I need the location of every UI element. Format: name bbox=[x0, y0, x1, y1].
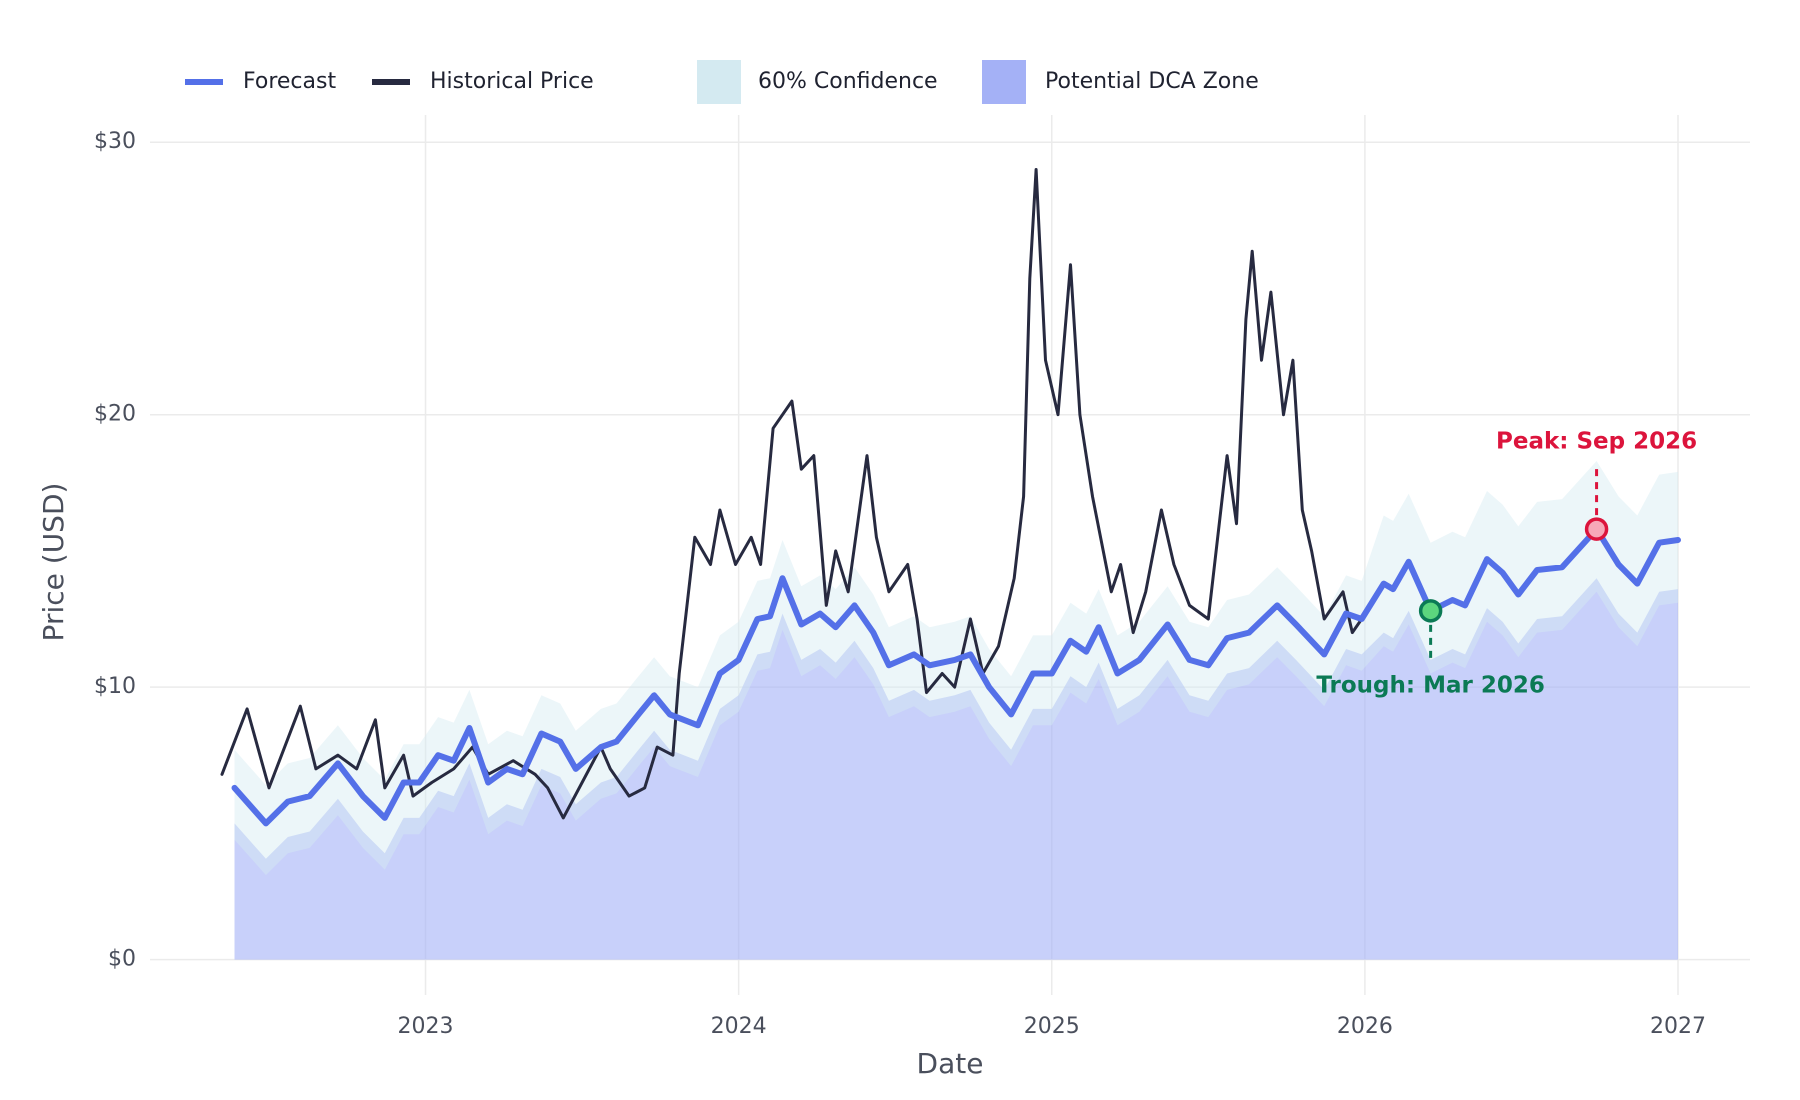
x-tick-label: 2026 bbox=[1337, 1014, 1393, 1039]
legend-label: Potential DCA Zone bbox=[1045, 69, 1259, 94]
axes: $0 $10 $20 $30 2023 2024 2025 2026 2027 bbox=[94, 129, 1706, 1039]
y-tick-label: $30 bbox=[94, 129, 136, 154]
dca-zone bbox=[234, 578, 1678, 960]
legend-label: 60% Confidence bbox=[758, 69, 938, 94]
areas bbox=[234, 461, 1678, 960]
y-axis-label: Price (USD) bbox=[37, 483, 70, 642]
y-tick-label: $10 bbox=[94, 674, 136, 699]
x-tick-label: 2023 bbox=[398, 1014, 454, 1039]
legend-label: Forecast bbox=[243, 69, 336, 94]
y-tick-label: $0 bbox=[108, 947, 136, 972]
x-axis-label: Date bbox=[917, 1047, 984, 1080]
x-tick-label: 2027 bbox=[1650, 1014, 1706, 1039]
annotations: Peak: Sep 2026 Trough: Mar 2026 bbox=[1316, 429, 1697, 699]
confidence-band bbox=[234, 461, 1678, 876]
x-tick-label: 2024 bbox=[711, 1014, 767, 1039]
annotation-label: Peak: Sep 2026 bbox=[1496, 429, 1697, 455]
annotation-marker bbox=[1418, 599, 1443, 623]
legend: Forecast Historical Price 60% Confidence Po… bbox=[185, 60, 1259, 104]
legend-swatch bbox=[982, 60, 1026, 104]
annotation-marker bbox=[1584, 517, 1609, 541]
legend-swatch bbox=[697, 60, 741, 104]
annotation-label: Trough: Mar 2026 bbox=[1316, 672, 1545, 698]
legend-label: Historical Price bbox=[430, 69, 594, 94]
x-tick-label: 2025 bbox=[1024, 1014, 1080, 1039]
y-tick-label: $20 bbox=[94, 402, 136, 427]
